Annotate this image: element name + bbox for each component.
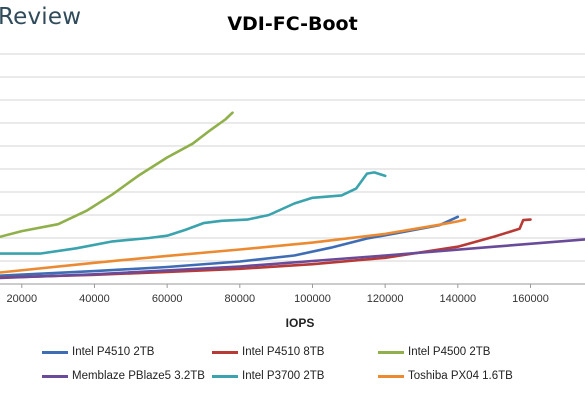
legend-swatch: [42, 374, 68, 378]
legend-label: Intel P4500 2TB: [408, 346, 491, 358]
legend-swatch: [42, 350, 68, 354]
series-line-2: [0, 111, 234, 239]
legend-item: Intel P4510 8TB: [212, 346, 324, 358]
chart-legend: Intel P4510 2TB Intel P4510 8TB Intel P450…: [42, 346, 585, 398]
series-line-5: [0, 218, 467, 274]
legend-item: Toshiba PX04 1.6TB: [378, 370, 513, 382]
x-tick-label: 40000: [79, 293, 110, 305]
legend-label: Memblaze PBlaze5 3.2TB: [72, 370, 205, 382]
chart-title: VDI-FC-Boot: [227, 13, 358, 35]
x-tick-label: 20000: [7, 293, 38, 305]
x-tick-label: 120000: [367, 293, 404, 305]
x-tick-label: 80000: [225, 293, 256, 305]
legend-label: Toshiba PX04 1.6TB: [408, 370, 513, 382]
x-axis-label: IOPS: [285, 316, 315, 330]
legend-swatch: [378, 350, 404, 354]
legend-item: Intel P4500 2TB: [378, 346, 490, 358]
legend-label: Intel P4510 2TB: [72, 346, 155, 358]
series-line-4: [0, 171, 387, 255]
legend-item: Memblaze PBlaze5 3.2TB: [42, 370, 205, 382]
legend-item: Intel P4510 2TB: [42, 346, 154, 358]
legend-swatch: [212, 350, 238, 354]
series-line-3: [0, 238, 585, 280]
x-tick-label: 140000: [439, 293, 476, 305]
brand-logo-text: Review: [0, 4, 82, 30]
x-tick-label: 100000: [294, 293, 331, 305]
x-tick-label: 60000: [152, 293, 183, 305]
legend-item: Intel P3700 2TB: [212, 370, 324, 382]
legend-swatch: [212, 374, 238, 378]
legend-label: Intel P3700 2TB: [242, 370, 325, 382]
legend-swatch: [378, 374, 404, 378]
legend-label: Intel P4510 8TB: [242, 346, 325, 358]
x-tick-label: 160000: [512, 293, 549, 305]
